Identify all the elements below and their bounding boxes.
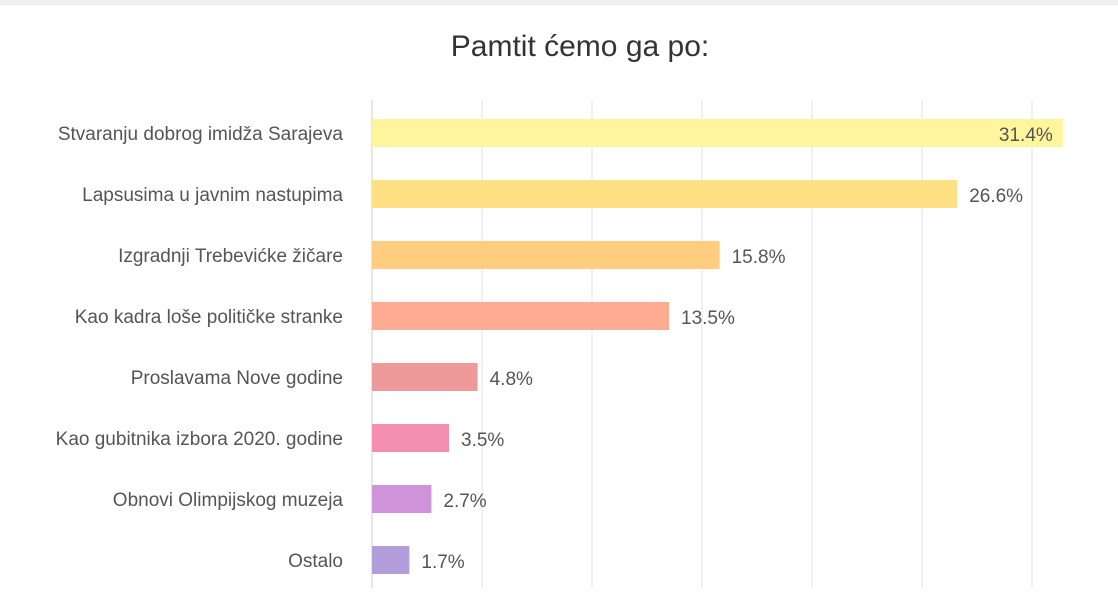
category-label: Kao gubitnika izbora 2020. godine [56,429,343,450]
bar [372,241,720,269]
category-label: Izgradnji Trebevićke žičare [118,246,343,267]
value-label: 15.8% [732,247,786,268]
value-label: 26.6% [969,186,1023,207]
bar [372,302,669,330]
bar [372,485,432,513]
value-label: 31.4% [999,125,1053,146]
category-label: Stvaranju dobrog imidža Sarajeva [58,124,344,145]
bar [372,363,478,391]
bar [372,546,410,574]
top-strip [0,0,1118,5]
bar [372,424,449,452]
category-label: Lapsusima u javnim nastupima [82,185,343,206]
chart-title: Pamtit ćemo ga po: [450,30,710,63]
value-label: 3.5% [461,430,504,451]
bar [372,119,1063,147]
bar [372,180,958,208]
value-label: 13.5% [681,308,735,329]
category-label: Proslavama Nove godine [131,368,343,389]
category-label: Ostalo [288,551,343,572]
category-label: Obnovi Olimpijskog muzeja [113,490,344,511]
category-label: Kao kadra loše političke stranke [75,307,343,328]
value-label: 2.7% [443,491,486,512]
value-label: 4.8% [490,369,533,390]
value-label: 1.7% [421,552,464,573]
